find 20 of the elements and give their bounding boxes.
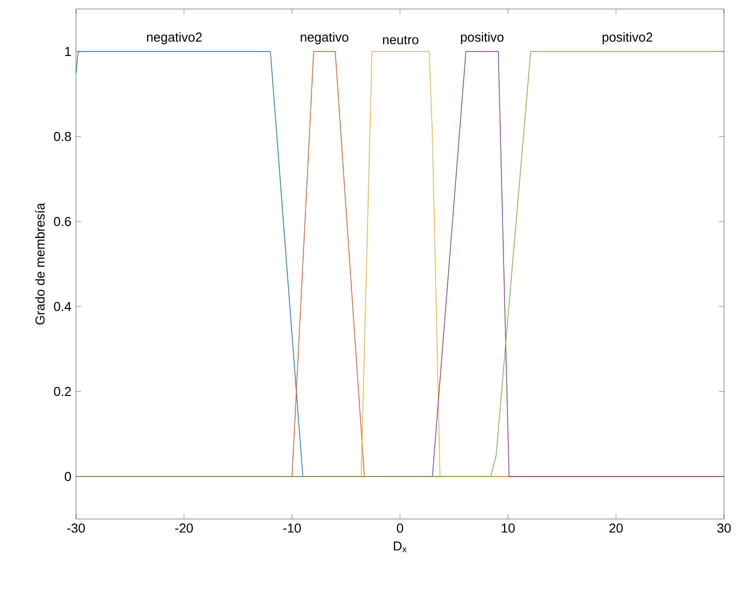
series-label: positivo (460, 32, 504, 44)
y-tick-label: 1 (65, 47, 71, 56)
x-tick-label: 30 (717, 524, 731, 533)
x-tick-label: 20 (609, 524, 623, 533)
x-tick-label: -20 (175, 524, 193, 533)
series-label: negativo (300, 32, 348, 44)
x-tick-label: -10 (283, 524, 301, 533)
x-tick-label: -30 (67, 524, 85, 533)
y-tick-label: 0.4 (54, 302, 72, 312)
y-tick-label: 0.8 (54, 132, 71, 142)
y-tick-label: 0 (64, 472, 71, 482)
x-tick-label: 10 (502, 524, 515, 533)
x-axis-title: D$_{x}$ (394, 542, 407, 552)
y-tick-label: 0.6 (54, 216, 71, 226)
y-tick-label: 0.2 (54, 386, 71, 396)
x-tick-label: 0 (396, 524, 404, 533)
series-label: positivo2 (602, 32, 652, 44)
series-label: neutro (383, 36, 418, 44)
y-axis-title: Grado de membresía (34, 202, 45, 325)
series-label: negativo2 (147, 32, 202, 44)
